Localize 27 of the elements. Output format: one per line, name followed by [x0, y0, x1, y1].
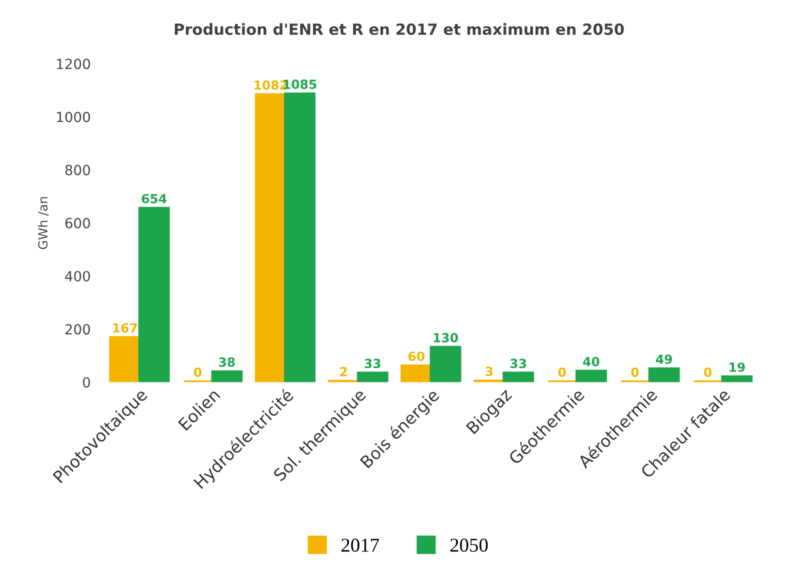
data-label: 130: [434, 332, 458, 342]
data-label: 0: [558, 367, 566, 377]
y-tick-label: 1000: [57, 112, 90, 122]
data-label: 33: [510, 358, 526, 368]
legend-label: 2050: [450, 538, 488, 552]
data-label: 2: [340, 366, 347, 376]
data-label: 0: [704, 367, 712, 377]
data-label: 3: [486, 366, 493, 376]
data-label: 654: [142, 194, 167, 204]
y-tick-label: 1200: [57, 58, 90, 70]
data-label: 0: [631, 367, 639, 377]
y-axis-title: GWh /an: [38, 197, 49, 250]
data-label: 49: [656, 354, 672, 364]
data-label: 40: [583, 356, 600, 366]
data-label: 33: [364, 358, 380, 368]
data-label: 60: [408, 352, 424, 362]
legend-label: 2017: [342, 538, 379, 552]
y-tick-label: 400: [65, 270, 90, 282]
chart-title: Production d'ENR et R en 2017 et maximum en 2050: [174, 23, 624, 35]
data-label: 0: [194, 367, 202, 377]
y-tick-label: 600: [65, 218, 90, 228]
data-label: 167: [113, 323, 137, 333]
y-tick-label: 0: [82, 377, 90, 388]
y-tick-label: 200: [65, 324, 90, 335]
data-label: 38: [219, 357, 235, 367]
data-label: 19: [730, 362, 745, 372]
y-tick-label: 800: [65, 164, 90, 176]
